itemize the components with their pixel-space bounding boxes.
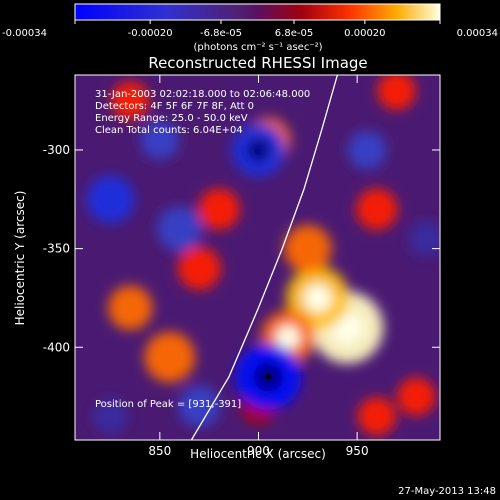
- heatmap-blob: [397, 377, 436, 416]
- footer-timestamp: 27-May-2013 13:48: [398, 486, 496, 497]
- chart-title: Reconstructed RHESSI Image: [148, 54, 367, 72]
- heatmap-blob: [284, 224, 332, 273]
- heatmap-blob: [108, 285, 153, 331]
- heatmap-blob-core: [303, 283, 332, 313]
- colorbar: [74, 3, 441, 21]
- x-tick-label: 950: [346, 444, 369, 458]
- x-axis-label: Heliocentric X (arcsec): [190, 447, 326, 461]
- heatmap-blob: [157, 206, 202, 252]
- colorbar-tick-label: 6.8e-05: [275, 28, 313, 39]
- heatmap-blob: [178, 385, 221, 428]
- colorbar-tick-label: -0.00020: [128, 28, 173, 39]
- y-tick-label: -300: [43, 143, 70, 157]
- heatmap-blob: [111, 81, 150, 120]
- annotation-line: 31-Jan-2003 02:02:18.000 to 02:06:48.000: [95, 89, 310, 100]
- axis-ticks: 850 900 950 -300 -350 -400: [43, 75, 440, 458]
- heatmap-blob: [140, 120, 180, 160]
- heatmap-blob: [357, 397, 397, 436]
- y-tick-label: -400: [43, 340, 70, 354]
- heatmap-blob: [92, 398, 129, 434]
- heatmap-blob: [408, 221, 440, 257]
- colorbar-tick-label: -0.00034: [2, 28, 47, 39]
- peak-label: Position of Peak = [931,-391]: [95, 399, 241, 410]
- minimum-dot: [265, 374, 271, 380]
- y-tick-label: -350: [43, 242, 70, 256]
- colorbar-tick-label: 0.00020: [344, 28, 385, 39]
- annotation-line: Clean Total counts: 6.04E+04: [95, 125, 243, 136]
- heatmap-blob-core: [276, 325, 301, 350]
- x-tick-label: 900: [247, 444, 270, 458]
- peak-marker: [265, 374, 271, 380]
- heatmap-blob: [177, 246, 221, 290]
- heatmap-blob: [144, 331, 195, 383]
- annotation-line: Detectors: 4F 5F 6F 7F 8F, Att 0: [95, 101, 254, 112]
- colorbar-unit-label: (photons cm⁻² s⁻¹ asec⁻²): [193, 42, 322, 53]
- plot-frame: [74, 74, 441, 441]
- heatmap-blob-core: [246, 137, 271, 163]
- colorbar-tick-label: 0.00034: [457, 28, 498, 39]
- heatmap-blob: [347, 130, 387, 170]
- colorbar-tick-label: -6.8e-05: [200, 28, 242, 39]
- colorbar-ticks: -0.00034 -0.00020 -6.8e-05 6.8e-05 0.00020 0.…: [2, 20, 498, 39]
- heatmap-blob: [198, 188, 240, 230]
- annotation-line: Energy Range: 25.0 - 50.0 keV: [95, 113, 248, 124]
- annotation-block: 31-Jan-2003 02:02:18.000 to 02:06:48.000…: [95, 89, 310, 136]
- x-tick-label: 850: [148, 444, 171, 458]
- heatmap-blob: [356, 188, 398, 230]
- y-axis-label: Heliocentric Y (arcsec): [13, 191, 27, 326]
- solar-limb-curve: [190, 75, 339, 440]
- heatmap-blob: [86, 175, 135, 224]
- heatmap-blob: [377, 75, 416, 110]
- heatmap-features: [86, 75, 440, 436]
